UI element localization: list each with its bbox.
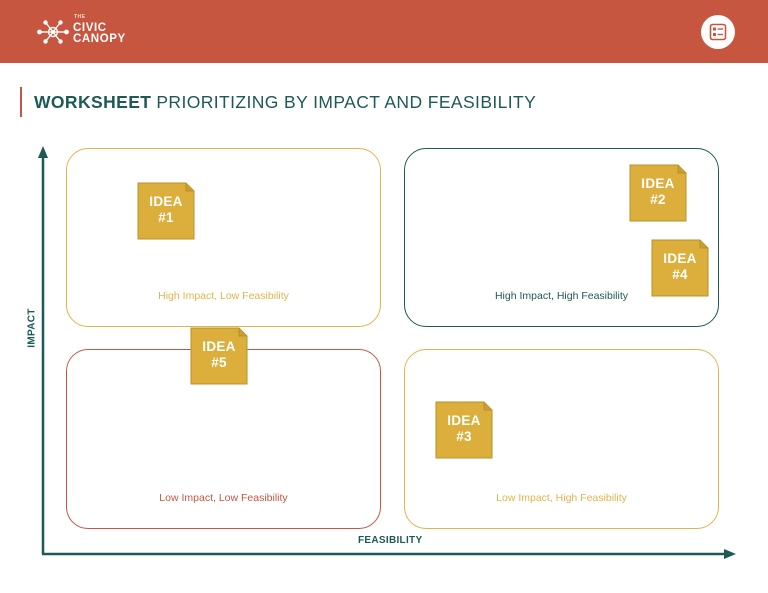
idea-note-5[interactable]: IDEA #5 bbox=[190, 327, 248, 385]
idea-number: #3 bbox=[456, 429, 472, 444]
quadrant-label: Low Impact, High Feasibility bbox=[496, 492, 627, 504]
x-axis bbox=[42, 549, 736, 559]
sticky-note-shape bbox=[651, 239, 709, 297]
idea-note-4[interactable]: IDEA #4 bbox=[651, 239, 709, 297]
sticky-note-shape bbox=[629, 164, 687, 222]
civic-canopy-logo[interactable]: THE CIVIC CANOPY bbox=[36, 14, 146, 50]
idea-word: IDEA bbox=[663, 251, 697, 266]
idea-number: #2 bbox=[650, 192, 666, 207]
idea-note-text: IDEA #2 bbox=[629, 176, 687, 208]
y-axis-label: IMPACT bbox=[26, 308, 38, 348]
idea-number: #1 bbox=[158, 210, 174, 225]
worksheet-document-icon bbox=[709, 23, 727, 41]
quadrant-label: Low Impact, Low Feasibility bbox=[159, 492, 288, 504]
idea-word: IDEA bbox=[641, 176, 675, 191]
sticky-note-shape bbox=[190, 327, 248, 385]
logo-civic-text: CIVIC bbox=[73, 22, 107, 34]
sticky-note-shape bbox=[137, 182, 195, 240]
idea-note-1[interactable]: IDEA #1 bbox=[137, 182, 195, 240]
idea-note-2[interactable]: IDEA #2 bbox=[629, 164, 687, 222]
idea-note-3[interactable]: IDEA #3 bbox=[435, 401, 493, 459]
canopy-network-icon bbox=[37, 20, 69, 44]
idea-word: IDEA bbox=[202, 339, 236, 354]
y-axis bbox=[38, 146, 48, 554]
page-title: WORKSHEET PRIORITIZING BY IMPACT AND FEAS… bbox=[34, 92, 536, 113]
quadrant-label: High Impact, Low Feasibility bbox=[158, 290, 289, 302]
quadrant-label: High Impact, High Feasibility bbox=[494, 290, 629, 302]
title-rest: PRIORITIZING BY IMPACT AND FEASIBILITY bbox=[156, 92, 537, 112]
idea-note-text: IDEA #1 bbox=[137, 194, 195, 226]
idea-number: #4 bbox=[672, 267, 688, 282]
header-bar: THE CIVIC CANOPY bbox=[0, 0, 768, 63]
sticky-note-shape bbox=[435, 401, 493, 459]
x-axis-label: FEASIBILITY bbox=[358, 535, 423, 546]
title-strong: WORKSHEET bbox=[34, 92, 152, 112]
quadrant-high-impact-low-feasibility: High Impact, Low Feasibility bbox=[66, 148, 381, 327]
idea-word: IDEA bbox=[447, 413, 481, 428]
idea-note-text: IDEA #5 bbox=[190, 339, 248, 371]
title-accent-bar bbox=[20, 87, 22, 117]
logo-canopy-text: CANOPY bbox=[73, 33, 126, 45]
idea-word: IDEA bbox=[149, 194, 183, 209]
idea-note-text: IDEA #4 bbox=[651, 251, 709, 283]
idea-number: #5 bbox=[211, 355, 227, 370]
logo-the-text: THE bbox=[74, 14, 86, 20]
idea-note-text: IDEA #3 bbox=[435, 413, 493, 445]
worksheet-document-button[interactable] bbox=[701, 15, 735, 49]
